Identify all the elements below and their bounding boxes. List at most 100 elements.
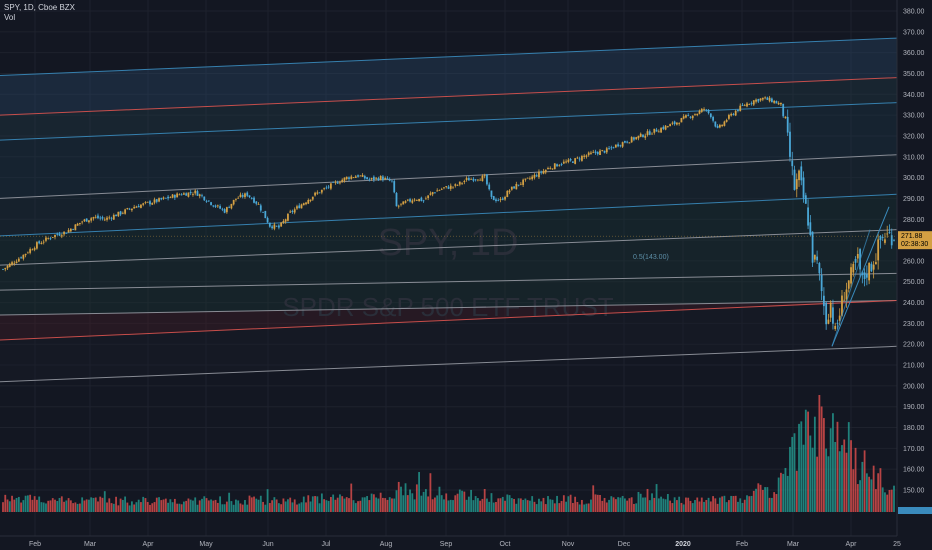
candle-body — [795, 179, 798, 190]
candle-body — [339, 182, 341, 184]
candle-body — [854, 259, 857, 263]
candle-body — [51, 236, 54, 238]
volume-bar — [183, 501, 185, 512]
candle-body — [476, 179, 479, 181]
candle-body — [409, 199, 411, 202]
volume-bar — [804, 409, 807, 512]
volume-bar — [773, 492, 776, 512]
volume-bar — [587, 503, 590, 512]
candle-body — [88, 220, 90, 223]
volume-bar — [676, 500, 678, 512]
volume-bar — [888, 489, 891, 512]
candle-body — [101, 217, 104, 219]
candle-body — [467, 178, 470, 181]
candle-body — [205, 200, 208, 202]
volume-bar — [406, 495, 409, 512]
volume-bar — [280, 504, 283, 512]
candle-body — [807, 207, 809, 226]
volume-bar — [461, 490, 463, 512]
candle-body — [17, 258, 20, 262]
candle-body — [696, 113, 699, 116]
volume-bar — [237, 500, 240, 512]
candle-body — [126, 208, 129, 210]
volume-bar — [630, 497, 633, 512]
candle-body — [223, 209, 226, 213]
volume-bar — [291, 502, 294, 512]
candle-body — [463, 181, 466, 183]
candle-body — [567, 159, 570, 162]
time-scale[interactable] — [0, 536, 932, 550]
volume-bar — [343, 498, 346, 512]
last-price-badge[interactable]: 271.88 02:38:30 — [898, 231, 932, 250]
volume-bar — [26, 495, 29, 512]
volume-bar — [782, 473, 785, 512]
candle-body — [850, 267, 852, 284]
volume-bar — [97, 501, 99, 512]
volume-bar — [673, 497, 676, 512]
volume-bar — [642, 497, 644, 512]
volume-bar — [651, 493, 653, 512]
volume-bar — [185, 500, 188, 512]
volume-bar — [173, 498, 176, 512]
volume-bar — [144, 498, 147, 512]
candle-body — [707, 109, 710, 114]
candle-body — [770, 98, 773, 103]
volume-bar — [427, 496, 430, 512]
candle-body — [886, 233, 889, 235]
channel-line-blue — [0, 37, 898, 77]
candle-body — [422, 200, 425, 202]
volume-bar — [655, 484, 658, 512]
candle-body — [386, 178, 389, 179]
volume-bar — [119, 498, 122, 512]
candle-body — [22, 254, 25, 259]
volume-bar — [802, 444, 805, 512]
candle-body — [391, 180, 393, 182]
volume-bar — [755, 488, 757, 512]
channel-line-red — [0, 77, 898, 116]
trend-line-upper — [831, 206, 890, 347]
candle-body — [784, 116, 787, 119]
candle-body — [852, 264, 855, 273]
volume-bar — [266, 489, 269, 512]
candle-body — [266, 217, 269, 223]
volume-bar — [841, 445, 843, 512]
candle-body — [718, 124, 721, 128]
candle-body — [11, 262, 13, 265]
candle-body — [592, 151, 595, 153]
candle-body — [445, 186, 448, 188]
volume-bar — [67, 498, 70, 512]
volume-bar — [746, 495, 748, 512]
candle-body — [651, 133, 653, 135]
candle-body — [15, 261, 18, 264]
trend-line-lower — [831, 229, 871, 347]
candle-body — [155, 199, 158, 202]
volume-bar — [601, 500, 604, 512]
candle-body — [280, 222, 283, 227]
candle-body — [687, 115, 690, 117]
volume-bar — [644, 497, 647, 512]
volume-bar — [861, 461, 864, 512]
candle-body — [424, 198, 427, 200]
candle-body — [671, 122, 674, 124]
price-scale[interactable] — [897, 0, 932, 550]
volume-bar — [499, 498, 502, 512]
candle-body — [836, 322, 839, 324]
volume-bar — [112, 503, 115, 512]
candle-body — [773, 100, 776, 103]
volume-bar — [110, 503, 113, 512]
candle-body — [594, 151, 597, 153]
volume-bar — [300, 502, 303, 512]
volume-bar — [255, 498, 258, 512]
candle-body — [293, 209, 296, 213]
candle-body — [571, 161, 574, 163]
candle-body — [429, 193, 432, 195]
candle-body — [497, 199, 500, 201]
candle-body — [560, 164, 563, 165]
candle-body — [119, 211, 122, 215]
candle-body — [330, 183, 332, 189]
volume-bar — [768, 497, 771, 512]
volume-bar — [418, 472, 421, 512]
time-tick-label: Jun — [262, 541, 273, 548]
volume-bar — [31, 499, 34, 512]
